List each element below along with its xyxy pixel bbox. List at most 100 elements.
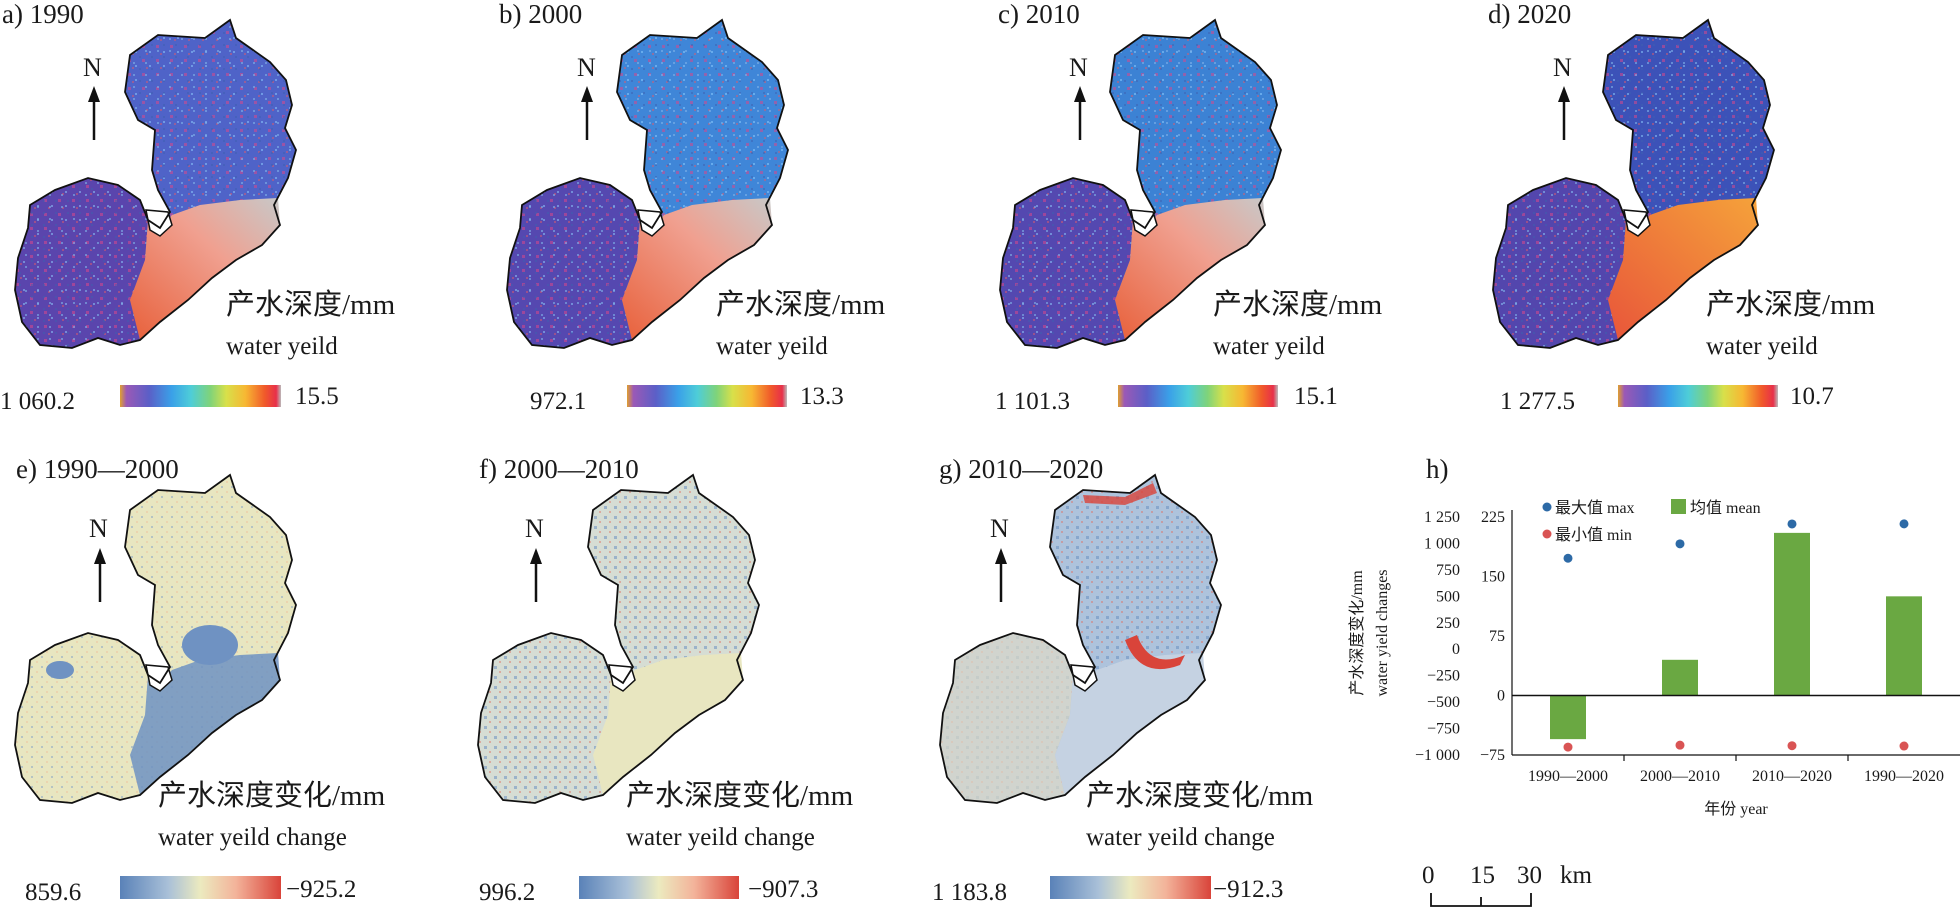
panel-g-colorbar — [1050, 876, 1211, 899]
north-label-d: N — [1553, 53, 1572, 82]
ylabel-en: water yield changes — [1374, 569, 1391, 696]
dot-max-3 — [1899, 519, 1909, 529]
scale-unit: km — [1560, 862, 1593, 889]
x-tick-label: 2010—2020 — [1752, 768, 1832, 785]
map-f — [477, 473, 760, 804]
panel-d-label-cn: 产水深度/mm — [1706, 288, 1876, 321]
north-arrow-c: N — [1069, 53, 1088, 140]
panel-a-colorbar — [120, 385, 281, 407]
bar-mean-0 — [1550, 695, 1586, 740]
dot-max-0 — [1563, 553, 1573, 563]
dot-max-1 — [1675, 539, 1685, 549]
panel-a-title: a) 1990 — [2, 0, 84, 29]
bar-mean-1 — [1662, 659, 1698, 696]
panel-c-min: 15.1 — [1294, 383, 1338, 410]
dot-min-2 — [1787, 741, 1797, 751]
left-tick-label: 500 — [1436, 588, 1460, 605]
ylabel-cn: 产水深度变化/mm — [1348, 570, 1366, 696]
north-arrow-a: N — [83, 53, 102, 140]
left-tick-label: 1 250 — [1424, 509, 1460, 526]
legend-min: 最小值 min — [1555, 526, 1632, 544]
panel-f-title: f) 2000—2010 — [479, 454, 639, 484]
left-tick-label: 250 — [1436, 615, 1460, 632]
panel-d-min: 10.7 — [1790, 383, 1834, 410]
right-tick-label: 150 — [1481, 569, 1505, 586]
legend: 最大值 max 均值 mean 最小值 min — [1542, 499, 1761, 544]
right-tick-label: −75 — [1480, 747, 1505, 764]
dot-min-1 — [1675, 740, 1685, 750]
legend-max-dot — [1542, 502, 1552, 512]
left-tick-label: 0 — [1452, 641, 1460, 658]
north-arrow-e: N — [89, 514, 108, 602]
map-c — [999, 18, 1282, 349]
left-tick-label: −500 — [1427, 694, 1460, 711]
panel-b-label-cn: 产水深度/mm — [716, 288, 886, 321]
panel-f-label-en: water yeild change — [626, 824, 815, 851]
north-label-e: N — [89, 514, 108, 543]
x-tick-label: 1990—2000 — [1528, 768, 1608, 785]
panel-f-colorbar — [579, 876, 739, 899]
panel-f-min: −907.3 — [748, 876, 818, 903]
chart-h: 1 250 1 000 750 500 250 0 −250 −500 −75 0 −1 000 2… — [1348, 499, 1960, 818]
panel-f-max: 996.2 — [479, 879, 535, 906]
left-tick-label: 1 000 — [1424, 535, 1460, 552]
panel-g-min: −912.3 — [1213, 876, 1283, 903]
panel-c-max: 1 101.3 — [995, 388, 1070, 415]
scale-tick-30: 30 — [1517, 862, 1542, 889]
map-a — [14, 18, 297, 349]
panel-d-label-en: water yeild — [1706, 333, 1818, 360]
north-arrow-d: N — [1553, 53, 1572, 140]
panel-e-colorbar — [120, 876, 281, 899]
north-label-a: N — [83, 53, 102, 82]
panel-g-title: g) 2010—2020 — [939, 454, 1103, 484]
north-label-b: N — [577, 53, 596, 82]
dot-min-3 — [1899, 741, 1909, 751]
panel-c-title: c) 2010 — [998, 0, 1080, 29]
scale-bar: 0 15 30 km — [1422, 862, 1593, 907]
map-g — [939, 473, 1222, 804]
legend-mean: 均值 mean — [1690, 499, 1761, 517]
dot-min-0 — [1563, 742, 1573, 752]
x-tick-label: 2000—2010 — [1640, 768, 1720, 785]
north-label-g: N — [990, 514, 1009, 543]
panel-c-label-en: water yeild — [1213, 333, 1325, 360]
bar-mean-2 — [1774, 532, 1810, 696]
right-tick-label: 75 — [1489, 628, 1505, 645]
north-label-f: N — [525, 514, 544, 543]
panel-g-label-cn: 产水深度变化/mm — [1086, 779, 1314, 812]
panel-g-label-en: water yeild change — [1086, 824, 1275, 851]
legend-mean-swatch — [1671, 499, 1686, 514]
scale-tick-0: 0 — [1422, 862, 1435, 889]
left-tick-label: 750 — [1436, 562, 1460, 579]
panel-c-label-cn: 产水深度/mm — [1213, 288, 1383, 321]
map-b — [506, 18, 789, 349]
panel-a-max: 1 060.2 — [0, 388, 75, 415]
x-tick-label: 1990—2020 — [1864, 768, 1944, 785]
panel-e-label-en: water yeild change — [158, 824, 347, 851]
panel-f-label-cn: 产水深度变化/mm — [626, 779, 854, 812]
panel-b-min: 13.3 — [800, 383, 844, 410]
north-arrow-b: N — [577, 53, 596, 140]
panel-a-min: 15.5 — [295, 383, 339, 410]
panel-d-colorbar — [1618, 385, 1778, 407]
right-tick-label: 0 — [1497, 688, 1505, 705]
legend-min-dot — [1542, 529, 1552, 539]
dot-max-2 — [1787, 519, 1797, 529]
map-e — [14, 473, 297, 804]
north-arrow-f: N — [525, 514, 544, 602]
panel-g-max: 1 183.8 — [932, 879, 1007, 906]
panel-d-title: d) 2020 — [1488, 0, 1571, 29]
panel-b-max: 972.1 — [530, 388, 586, 415]
panel-c-colorbar — [1118, 385, 1278, 407]
left-tick-label: −250 — [1427, 668, 1460, 685]
panel-b-colorbar — [627, 385, 787, 407]
left-tick-label: −1 000 — [1415, 747, 1460, 764]
panel-h-title: h) — [1426, 454, 1449, 484]
panel-a-label-cn: 产水深度/mm — [226, 288, 396, 321]
panel-e-max: 859.6 — [25, 879, 81, 906]
right-tick-label: 225 — [1481, 509, 1505, 526]
bar-mean-3 — [1886, 596, 1922, 696]
panel-b-label-en: water yeild — [716, 333, 828, 360]
panel-e-label-cn: 产水深度变化/mm — [158, 779, 386, 812]
panel-a-label-en: water yeild — [226, 333, 338, 360]
